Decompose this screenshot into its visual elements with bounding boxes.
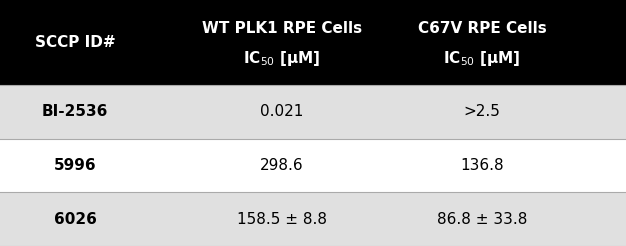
Text: 5996: 5996 <box>54 158 96 173</box>
Text: 298.6: 298.6 <box>260 158 304 173</box>
Text: 158.5 ± 8.8: 158.5 ± 8.8 <box>237 212 327 227</box>
FancyBboxPatch shape <box>0 192 626 246</box>
Text: SCCP ID#: SCCP ID# <box>35 35 115 50</box>
Text: 0.021: 0.021 <box>260 104 304 119</box>
FancyBboxPatch shape <box>0 85 626 138</box>
Text: >2.5: >2.5 <box>464 104 500 119</box>
Text: IC$_{50}$ [μM]: IC$_{50}$ [μM] <box>243 49 321 68</box>
Text: IC$_{50}$ [μM]: IC$_{50}$ [μM] <box>443 49 521 68</box>
Text: 86.8 ± 33.8: 86.8 ± 33.8 <box>437 212 527 227</box>
Text: BI-2536: BI-2536 <box>42 104 108 119</box>
FancyBboxPatch shape <box>0 0 626 85</box>
Text: WT PLK1 RPE Cells: WT PLK1 RPE Cells <box>202 21 362 36</box>
FancyBboxPatch shape <box>0 138 626 192</box>
Text: 6026: 6026 <box>54 212 96 227</box>
Text: C67V RPE Cells: C67V RPE Cells <box>418 21 546 36</box>
Text: 136.8: 136.8 <box>460 158 504 173</box>
